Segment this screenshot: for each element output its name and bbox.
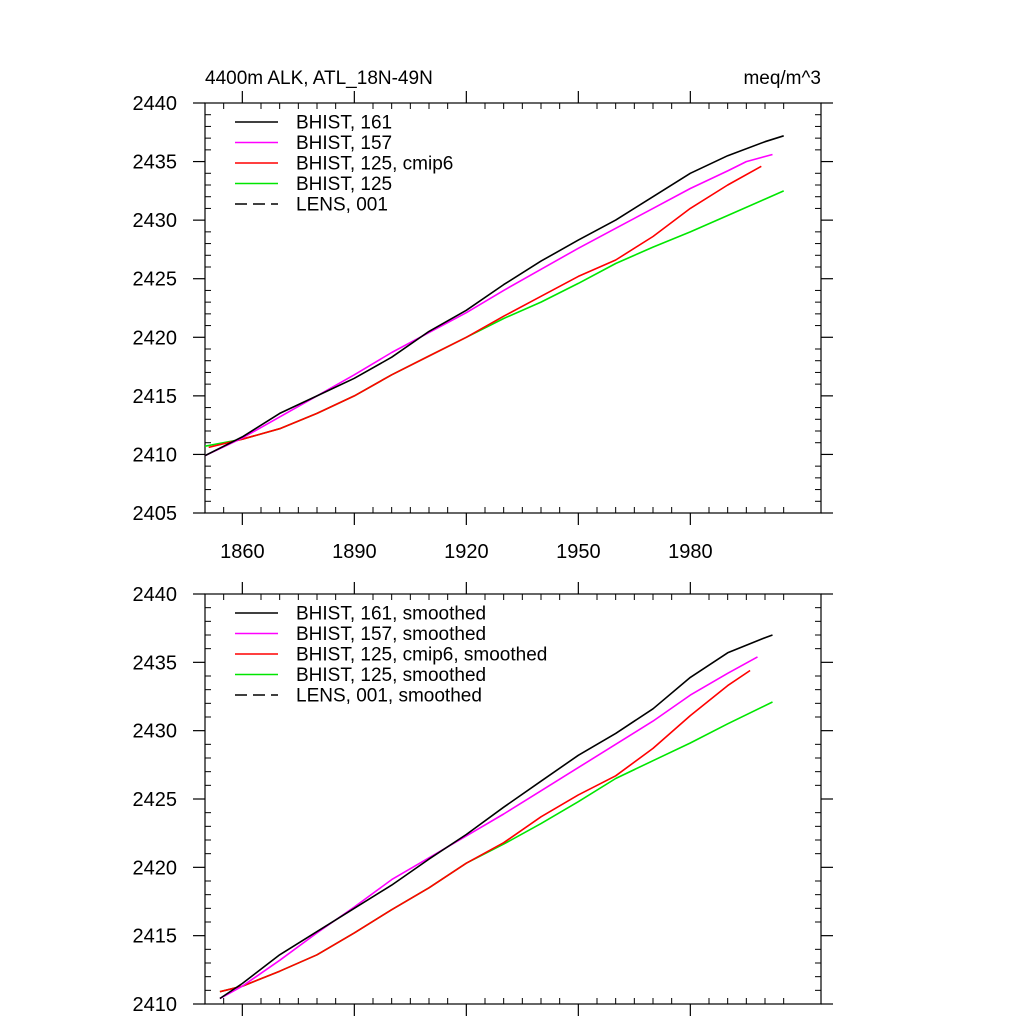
series-group bbox=[205, 135, 785, 457]
legend-label: BHIST, 125, cmip6 bbox=[296, 154, 453, 175]
series-line bbox=[219, 634, 773, 1000]
legend-label: BHIST, 157, smoothed bbox=[296, 624, 486, 645]
x-tick-label: 1890 bbox=[332, 541, 377, 563]
y-tick-label: 2410 bbox=[133, 994, 178, 1016]
y-tick-label: 2425 bbox=[133, 789, 178, 811]
figure-title: 4400m ALK, ATL_18N-49N bbox=[205, 68, 433, 89]
y-tick-label: 2425 bbox=[133, 269, 178, 291]
y-tick-label: 2435 bbox=[133, 152, 178, 174]
y-tick-label: 2405 bbox=[133, 503, 178, 525]
x-tick-label: 1920 bbox=[444, 541, 489, 563]
series-line bbox=[219, 656, 758, 1000]
legend-label: BHIST, 157 bbox=[296, 133, 392, 154]
y-tick-label: 2415 bbox=[133, 386, 178, 408]
top-plot-panel: 1860 1890 1920 1950 1980 2405 2410 2415 2420 2425… bbox=[133, 91, 833, 563]
y-tick-label: 2415 bbox=[133, 926, 178, 948]
legend-label: BHIST, 161 bbox=[296, 113, 392, 134]
legend-label: LENS, 001, smoothed bbox=[296, 686, 482, 707]
y-tick-label: 2430 bbox=[133, 210, 178, 232]
bottom-plot-panel: 2410 2415 2420 2425 2430 2435 2440 BHIST, 161, … bbox=[133, 582, 833, 1016]
series-line bbox=[208, 165, 762, 449]
series-line bbox=[205, 153, 773, 457]
plot-frame bbox=[204, 102, 822, 514]
x-tick-label: 1950 bbox=[556, 541, 601, 563]
series-line bbox=[219, 669, 751, 993]
series-line bbox=[205, 135, 784, 457]
y-tick-label: 2420 bbox=[133, 857, 178, 879]
y-tick-label: 2440 bbox=[133, 93, 178, 115]
y-tick-label: 2435 bbox=[133, 652, 178, 674]
legend-label: BHIST, 125, cmip6, smoothed bbox=[296, 645, 547, 666]
legend-label: BHIST, 125, smoothed bbox=[296, 665, 486, 686]
y-tick-label: 2410 bbox=[133, 444, 178, 466]
x-tick-label: 1860 bbox=[220, 541, 265, 563]
y-tick-label: 2440 bbox=[133, 584, 178, 606]
x-tick-label: 1980 bbox=[668, 541, 713, 563]
y-tick-label: 2420 bbox=[133, 327, 178, 349]
y-tick-label: 2430 bbox=[133, 721, 178, 743]
series-group bbox=[219, 634, 773, 1000]
legend-label: BHIST, 161, smoothed bbox=[296, 604, 486, 625]
legend-label: BHIST, 125 bbox=[296, 174, 392, 195]
legend-label: LENS, 001 bbox=[296, 195, 388, 216]
figure-units: meq/m^3 bbox=[743, 68, 821, 89]
